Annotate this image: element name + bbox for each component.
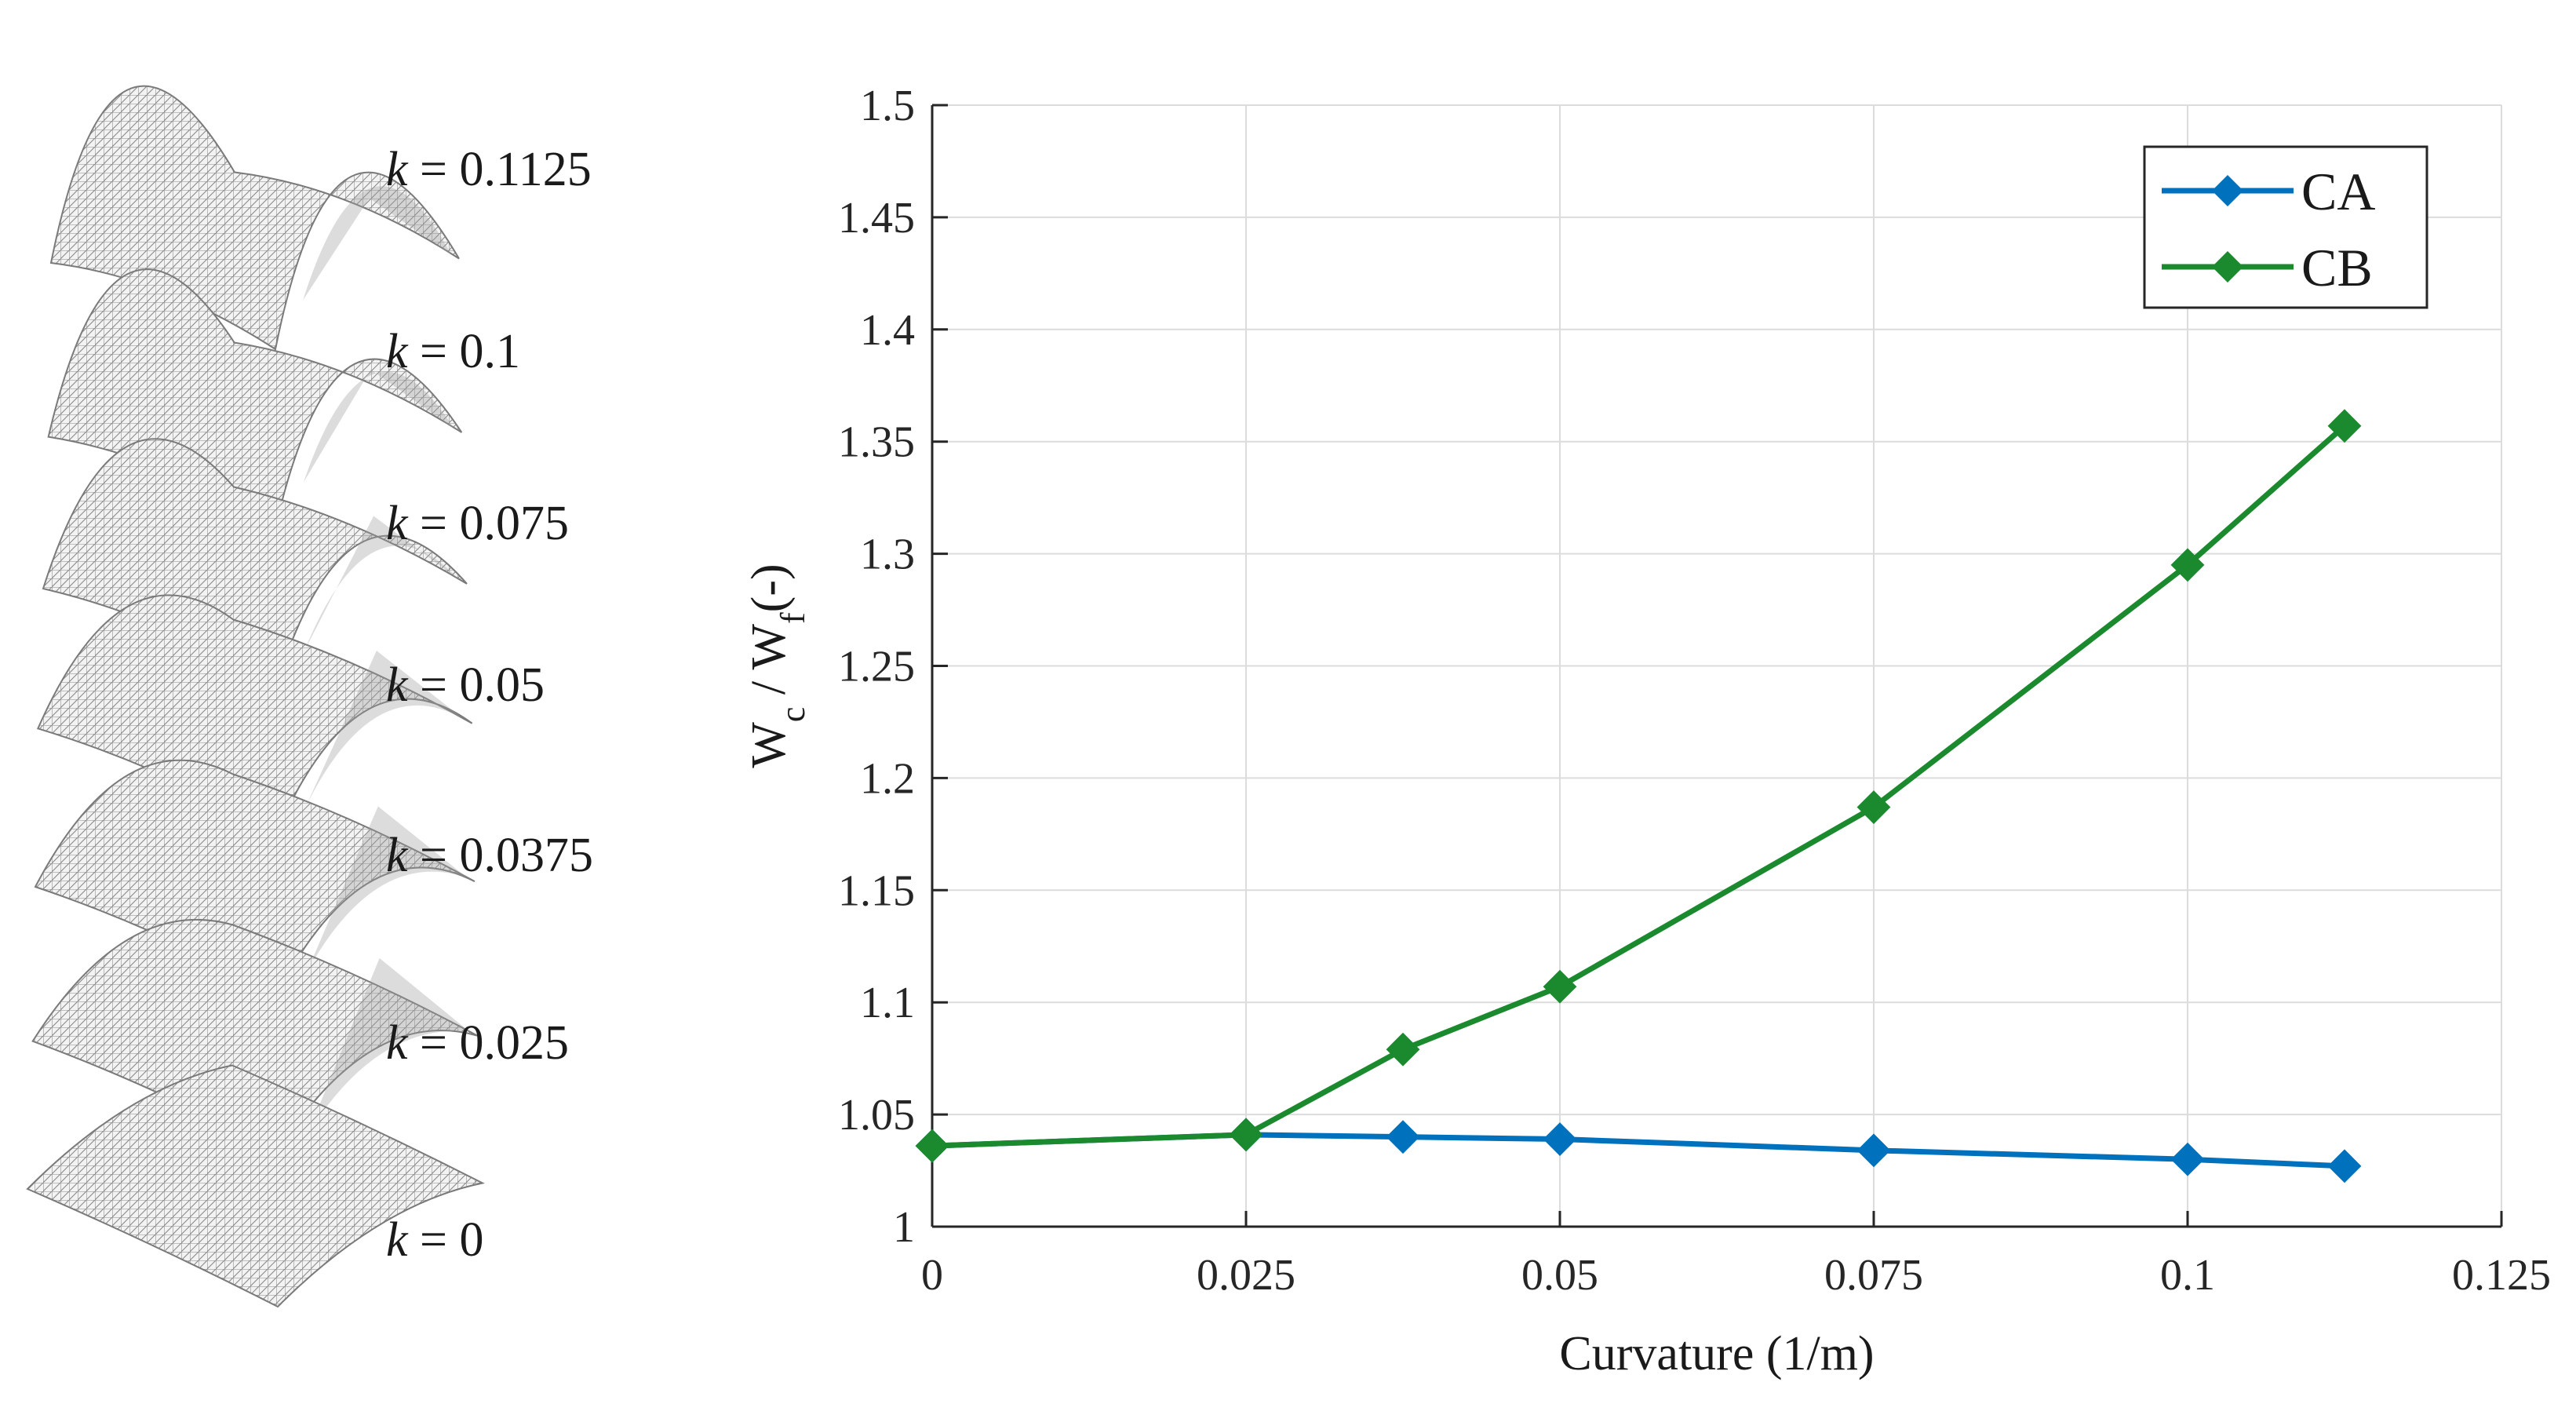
shell-label-var-5: k <box>386 1016 409 1070</box>
y-tick-label-6: 1.3 <box>860 531 915 579</box>
shell-label-var-3: k <box>386 658 409 712</box>
shell-label-1: k = 0.1 <box>386 325 520 378</box>
legend-entry-CB: CB <box>2162 238 2373 297</box>
series-point-CB-1 <box>1229 1118 1263 1152</box>
x-tick-label-0: 0 <box>921 1251 943 1300</box>
series-point-CB-5 <box>2170 548 2205 582</box>
shell-6: k = 0 <box>26 1064 486 1308</box>
shell-label-value-0: = 0.1125 <box>408 143 592 196</box>
series-point-CB-6 <box>2327 409 2362 443</box>
y-tick-label-4: 1.2 <box>860 754 915 803</box>
shell-label-value-6: = 0 <box>408 1213 484 1267</box>
y-axis-label-part: / W <box>742 623 796 706</box>
x-tick-label-2: 0.05 <box>1521 1251 1598 1300</box>
curvature-ratio-chart: 0 0.025 0.05 0.075 0.1 0.125 11.051.11.151.21… <box>742 82 2551 1380</box>
shell-label-var-0: k <box>386 143 409 196</box>
shell-label-value-2: = 0.075 <box>408 497 569 550</box>
series-point-CA-6 <box>2327 1149 2362 1183</box>
y-tick-label-8: 1.4 <box>860 306 915 355</box>
shell-label-value-4: = 0.0375 <box>408 829 593 882</box>
shell-label-var-1: k <box>386 325 409 378</box>
y-tick-label-3: 1.15 <box>838 866 915 915</box>
y-tick-label-10: 1.5 <box>860 82 915 130</box>
shell-label-value-5: = 0.025 <box>408 1016 569 1070</box>
legend-label-CB: CB <box>2301 238 2373 297</box>
shell-label-4: k = 0.0375 <box>386 829 593 882</box>
y-axis-label-group: Wc / Wf(-) <box>742 563 812 768</box>
x-axis-label: Curvature (1/m) <box>1559 1327 1874 1380</box>
y-axis-label-part: W <box>742 722 796 768</box>
x-tick-labels: 0 0.025 0.05 0.075 0.1 0.125 <box>921 1251 2551 1300</box>
legend-marker-CA <box>2212 175 2243 206</box>
y-axis-label-part: (-) <box>742 563 796 612</box>
series-point-CB-4 <box>1856 790 1891 824</box>
shell-label-value-1: = 0.1 <box>408 325 520 378</box>
y-axis-label-subscript: c <box>774 707 812 723</box>
y-tick-label-2: 1.1 <box>860 979 915 1027</box>
shell-shade-3 <box>306 651 465 807</box>
legend-entry-CA: CA <box>2162 162 2375 221</box>
shell-shade-4 <box>306 806 467 973</box>
y-tick-label-7: 1.35 <box>838 418 915 467</box>
shell-label-var-2: k <box>386 497 409 550</box>
shell-shade-1 <box>303 369 454 483</box>
legend-label-CA: CA <box>2301 162 2375 221</box>
shell-label-3: k = 0.05 <box>386 658 545 712</box>
y-tick-labels: 1 1.05 1.1 1.15 1.2 1.25 1.3 1.35 1.4 1.45 1.5 <box>838 82 915 1252</box>
y-tick-label-1: 1.05 <box>838 1091 915 1140</box>
shell-label-var-4: k <box>386 829 409 882</box>
shell-mesh-6 <box>26 1064 486 1308</box>
series-point-CA-2 <box>1386 1120 1420 1154</box>
y-axis-label: Wc / Wf(-) <box>742 563 812 768</box>
x-tick-label-5: 0.125 <box>2452 1251 2551 1300</box>
x-tick-label-1: 0.025 <box>1197 1251 1295 1300</box>
shell-shade-2 <box>304 516 459 651</box>
y-axis-label-subscript: f <box>774 612 812 624</box>
axes <box>931 104 2503 1228</box>
y-tick-label-5: 1.25 <box>838 643 915 691</box>
shell-label-0: k = 0.1125 <box>386 143 592 196</box>
shell-shade-5 <box>307 957 470 1136</box>
y-tick-label-9: 1.45 <box>838 194 915 243</box>
series-CB <box>915 409 2362 1163</box>
x-tick-label-3: 0.075 <box>1824 1251 1923 1300</box>
shell-shade-0 <box>303 186 451 301</box>
series-point-CA-3 <box>1543 1122 1577 1156</box>
series-point-CA-4 <box>1856 1133 1891 1168</box>
series-point-CB-3 <box>1543 969 1577 1004</box>
shell-3: k = 0.05 <box>36 594 545 833</box>
series-point-CA-5 <box>2170 1142 2205 1176</box>
shell-label-5: k = 0.025 <box>386 1016 569 1070</box>
shell-label-var-6: k <box>386 1213 409 1267</box>
series-point-CB-2 <box>1386 1032 1420 1067</box>
x-tick-label-4: 0.1 <box>2160 1251 2215 1300</box>
legend-marker-CB <box>2212 251 2243 283</box>
legend: CA CB <box>2143 145 2428 309</box>
data-series <box>915 409 2362 1183</box>
shell-label-value-3: = 0.05 <box>408 658 545 712</box>
legend-box <box>2143 145 2428 309</box>
shell-label-2: k = 0.075 <box>386 497 569 550</box>
shell-5: k = 0.025 <box>31 918 569 1154</box>
y-tick-label-0: 1 <box>893 1203 915 1252</box>
series-point-CB-0 <box>915 1129 949 1163</box>
shell-label-6: k = 0 <box>386 1213 484 1267</box>
